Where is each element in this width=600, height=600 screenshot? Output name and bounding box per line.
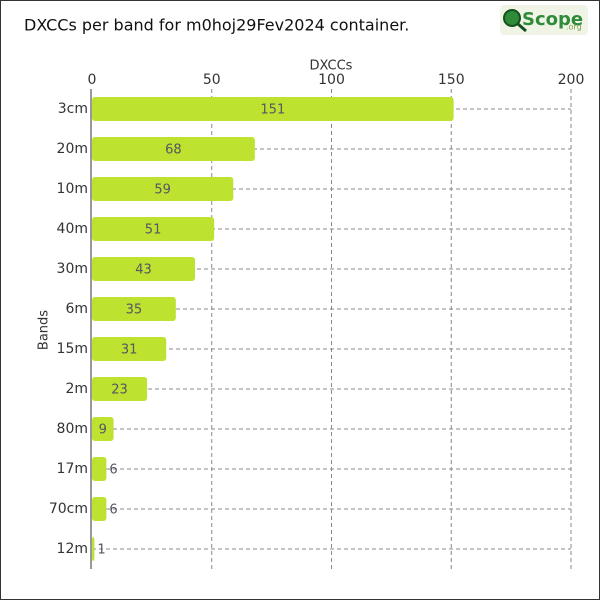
value-label: 9 [99,423,107,438]
x-axis-label: DXCCs [310,59,353,74]
bar [92,417,114,441]
y-tick-label: 10m [57,181,88,197]
bar [92,537,95,561]
y-axis-label: Bands [37,310,52,350]
bar [92,297,176,321]
value-label: 151 [260,103,285,118]
x-tick-label: 200 [558,72,585,88]
x-tick-label: 0 [88,72,97,88]
logo-handle [517,22,527,33]
logo-text: Scope [522,9,583,30]
logo-suffix: .org [566,23,582,32]
value-label: 51 [145,223,162,238]
bar [92,497,107,521]
y-tick-label: 20m [57,141,88,157]
bar [92,337,167,361]
value-label: 35 [126,303,143,318]
y-tick-label: 6m [65,301,88,317]
bar [92,217,215,241]
logo: Scope .org [500,5,588,35]
bar [92,257,195,281]
value-label: 23 [111,383,128,398]
y-tick-label: 40m [57,221,88,237]
value-label: 1 [97,543,105,558]
y-tick-label: 17m [57,461,88,477]
x-tick-label: 100 [318,72,345,88]
y-tick-label: 3cm [58,101,88,117]
y-tick-label: 80m [57,421,88,437]
y-tick-label: 30m [57,261,88,277]
y-tick-label: 2m [65,381,88,397]
y-tick-label: 70cm [49,501,88,517]
y-tick-label: 15m [57,341,88,357]
bar [92,177,234,201]
value-label: 59 [154,183,171,198]
value-label: 31 [121,343,138,358]
y-tick-label: 12m [57,541,88,557]
chart-title: DXCCs per band for m0hoj29Fev2024 contai… [24,16,409,35]
bar [92,137,255,161]
bar [92,97,454,121]
value-label: 6 [109,503,117,518]
x-tick-label: 50 [203,72,221,88]
bar [92,377,148,401]
value-label: 6 [109,463,117,478]
x-tick-label: 150 [438,72,465,88]
logo-icon [503,9,521,27]
value-label: 43 [135,263,152,278]
value-label: 68 [165,143,182,158]
bar [92,457,107,481]
